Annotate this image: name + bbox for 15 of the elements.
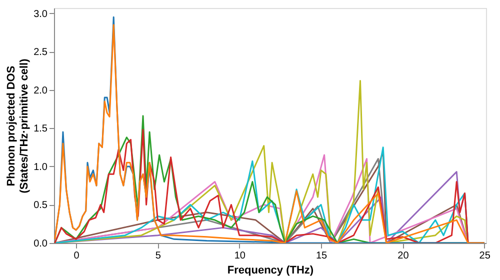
y-tick-label: 1.0 xyxy=(34,162,48,173)
y-tick-label: 0.0 xyxy=(34,238,48,250)
y-tick-label: 2.0 xyxy=(34,85,48,96)
x-axis-title: Frequency (THz) xyxy=(227,264,314,276)
y-tick-label: 3.0 xyxy=(34,8,48,20)
x-tick-label: 25 xyxy=(479,250,491,262)
y-tick-label: 2.5 xyxy=(34,47,48,58)
x-tick-label: 15 xyxy=(316,250,328,262)
x-tick-label: 10 xyxy=(234,250,246,262)
x-tick-label: 5 xyxy=(155,250,162,262)
y-axis-title: Phonon projected DOS (States/THz·primitive cell) xyxy=(6,58,31,194)
y-tick-label: 1.5 xyxy=(34,124,48,135)
x-tick-label: 20 xyxy=(398,250,410,262)
y-tick-label: 0.5 xyxy=(34,200,48,212)
x-tick-label: 0 xyxy=(74,250,80,262)
